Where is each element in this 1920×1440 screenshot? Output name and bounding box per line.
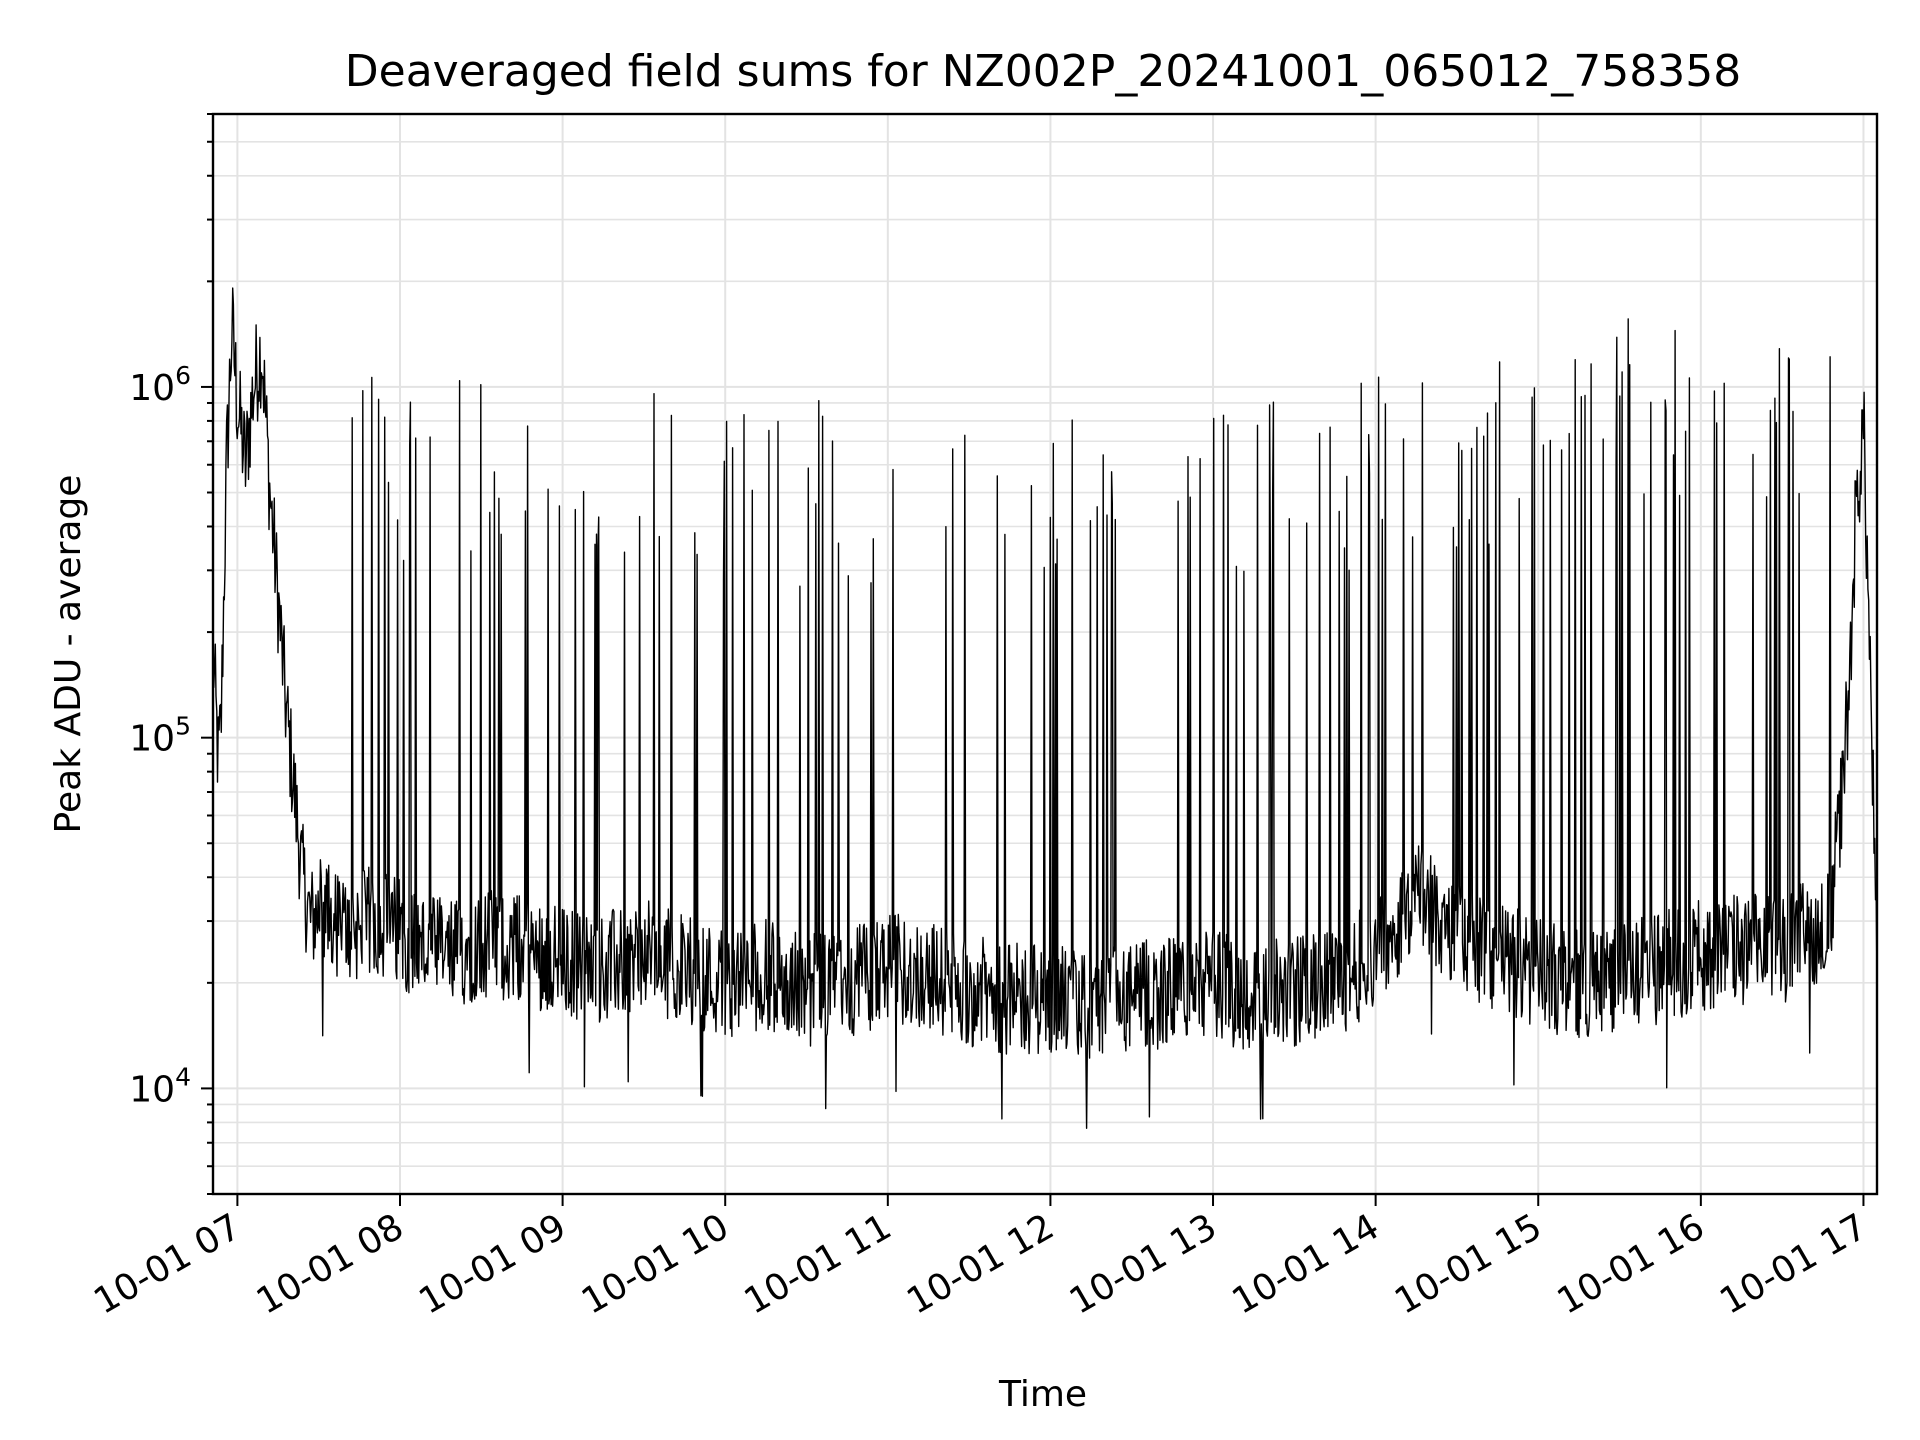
- x-tick-label: 10-01 09: [412, 1206, 573, 1322]
- y-axis: 104 105 106: [129, 113, 213, 1195]
- x-axis-label: Time: [998, 1374, 1087, 1415]
- y-tick-label: 104: [129, 1062, 191, 1110]
- y-axis-label: Peak ADU - average: [48, 475, 89, 834]
- x-tick-label: 10-01 16: [1551, 1206, 1712, 1322]
- x-tick-label: 10-01 12: [900, 1206, 1061, 1322]
- x-tick-label: 10-01 14: [1225, 1206, 1386, 1322]
- x-tick-label: 10-01 13: [1063, 1206, 1224, 1322]
- y-tick-label: 106: [129, 361, 191, 409]
- x-tick-label: 10-01 10: [575, 1206, 736, 1322]
- series-line: [212, 287, 1878, 1129]
- plot-frame: [211, 112, 1879, 1196]
- x-tick-label: 10-01 17: [1713, 1206, 1874, 1322]
- x-tick-label: 10-01 08: [250, 1206, 411, 1322]
- x-tick-label: 10-01 07: [87, 1206, 248, 1322]
- x-tick-label: 10-01 11: [738, 1206, 899, 1322]
- x-tick-label: 10-01 15: [1388, 1206, 1549, 1322]
- y-tick-label: 105: [129, 712, 191, 760]
- x-axis: 10-01 07 10-01 08 10-01 09 10-01 10 10-01 11…: [87, 1194, 1874, 1323]
- chart-title: Deaveraged field sums for NZ002P_2024100…: [345, 46, 1741, 97]
